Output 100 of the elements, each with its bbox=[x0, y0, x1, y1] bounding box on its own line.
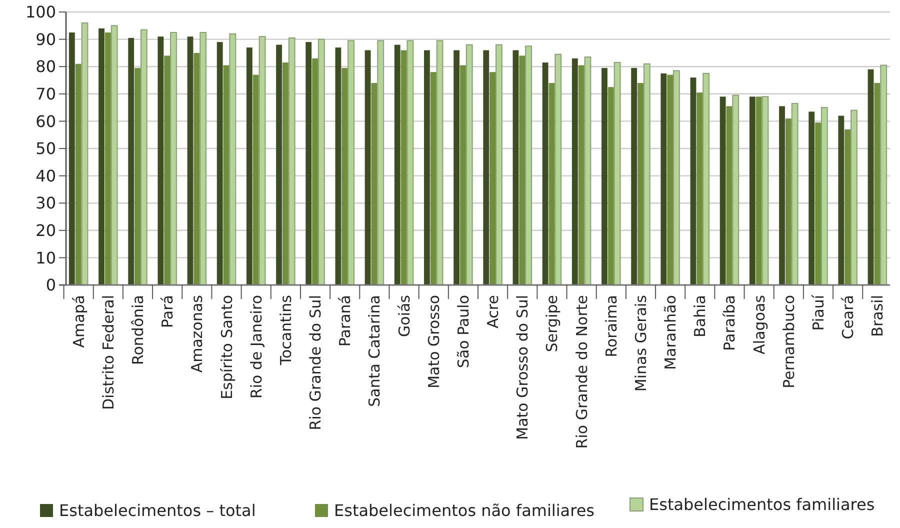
x-tick-label: Piauí bbox=[810, 294, 828, 331]
y-tick-label: 70 bbox=[36, 84, 56, 104]
x-tick-label: Roraima bbox=[602, 295, 620, 358]
bar bbox=[288, 37, 296, 286]
bar bbox=[158, 36, 164, 285]
bar bbox=[542, 62, 548, 285]
x-tick-label: Tocantins bbox=[276, 294, 295, 366]
bar bbox=[614, 62, 621, 286]
bar bbox=[335, 47, 342, 285]
y-tick-label: 10 bbox=[36, 248, 56, 268]
bar bbox=[342, 68, 348, 285]
bar bbox=[868, 69, 874, 285]
x-tick-label: Rio Grande do Sul bbox=[306, 295, 325, 430]
bar bbox=[483, 50, 490, 285]
legend-label: Estabelecimentos – total bbox=[59, 501, 256, 520]
bar bbox=[880, 64, 888, 286]
bar bbox=[187, 36, 194, 285]
bar bbox=[749, 96, 756, 285]
y-tick-label: 60 bbox=[36, 112, 56, 131]
x-tick-label: Distrito Federal bbox=[99, 295, 118, 410]
bar bbox=[460, 65, 466, 285]
bar bbox=[194, 52, 200, 285]
bar bbox=[312, 58, 318, 285]
x-tick-label: Ceará bbox=[839, 295, 858, 340]
bar bbox=[850, 110, 858, 286]
bar bbox=[690, 78, 696, 285]
bar bbox=[667, 74, 674, 285]
y-tick-label: 30 bbox=[36, 194, 56, 213]
x-tick-label: Sergipe bbox=[543, 295, 562, 352]
x-tick-label: Pernambuco bbox=[780, 295, 798, 388]
y-tick-label: 80 bbox=[36, 57, 56, 76]
bar bbox=[844, 129, 851, 285]
bar bbox=[726, 106, 732, 285]
bar bbox=[75, 64, 82, 285]
bar bbox=[134, 68, 140, 285]
bar bbox=[430, 72, 436, 285]
x-tick-label: Mato Grosso bbox=[424, 295, 443, 388]
bar bbox=[246, 47, 252, 285]
bar bbox=[702, 72, 710, 286]
bar bbox=[406, 40, 414, 286]
x-tick-label: Bahia bbox=[691, 295, 710, 338]
x-tick-label: Goiás bbox=[395, 294, 414, 337]
bar bbox=[394, 44, 400, 285]
bar bbox=[223, 65, 230, 285]
bar bbox=[364, 50, 371, 285]
y-tick-label: 20 bbox=[36, 221, 56, 240]
x-tick-label: Minas Gerais bbox=[632, 294, 650, 392]
legend-label: Estabelecimentos familiares bbox=[649, 495, 875, 514]
bar bbox=[400, 50, 407, 285]
bar bbox=[276, 44, 282, 285]
bar bbox=[808, 112, 815, 285]
bar bbox=[578, 65, 584, 285]
bar bbox=[756, 96, 762, 285]
x-tick-label: Mato Grosso do Sul bbox=[514, 295, 532, 440]
bar bbox=[306, 42, 312, 285]
x-tick-label: Rondônia bbox=[129, 295, 147, 365]
x-tick-label: Maranhão bbox=[662, 295, 680, 370]
bar bbox=[638, 82, 644, 285]
bar bbox=[377, 40, 384, 286]
bar bbox=[496, 44, 502, 286]
bar bbox=[252, 74, 259, 285]
bar bbox=[371, 82, 378, 285]
bar bbox=[631, 68, 638, 285]
bar bbox=[732, 94, 740, 286]
bar bbox=[548, 82, 555, 285]
bar bbox=[838, 116, 844, 285]
bar bbox=[454, 50, 460, 285]
x-tick-label: Rio de Janeiro bbox=[247, 295, 266, 399]
bar bbox=[164, 56, 170, 285]
bar bbox=[779, 106, 785, 285]
bar bbox=[820, 107, 828, 286]
bar bbox=[200, 32, 207, 286]
bar bbox=[140, 29, 148, 286]
bar bbox=[98, 28, 104, 285]
x-tick-label: Amapá bbox=[70, 295, 88, 348]
x-tick-label: Paraíba bbox=[720, 295, 739, 351]
bar bbox=[525, 46, 532, 286]
bar bbox=[424, 50, 430, 285]
legend-label: Estabelecimentos não familiares bbox=[334, 501, 594, 520]
bar bbox=[318, 38, 325, 286]
bar bbox=[258, 36, 266, 286]
x-tick-label: Pará bbox=[158, 295, 177, 328]
x-tick-label: Espírito Santo bbox=[218, 295, 236, 400]
bar bbox=[348, 40, 354, 286]
bar bbox=[110, 25, 118, 286]
bar bbox=[608, 87, 614, 285]
bar bbox=[466, 44, 473, 286]
y-tick-label: 40 bbox=[36, 166, 56, 186]
bar bbox=[170, 32, 177, 286]
bar bbox=[643, 63, 650, 286]
x-tick-label: Paraná bbox=[336, 295, 354, 347]
bar bbox=[762, 96, 769, 286]
bar bbox=[519, 56, 526, 285]
y-tick-label: 50 bbox=[36, 139, 56, 158]
bar bbox=[282, 62, 288, 285]
bar bbox=[696, 92, 703, 285]
x-tick-label: Amazonas bbox=[188, 294, 206, 373]
bar bbox=[874, 82, 880, 285]
bar bbox=[436, 40, 444, 286]
bar bbox=[815, 122, 821, 285]
